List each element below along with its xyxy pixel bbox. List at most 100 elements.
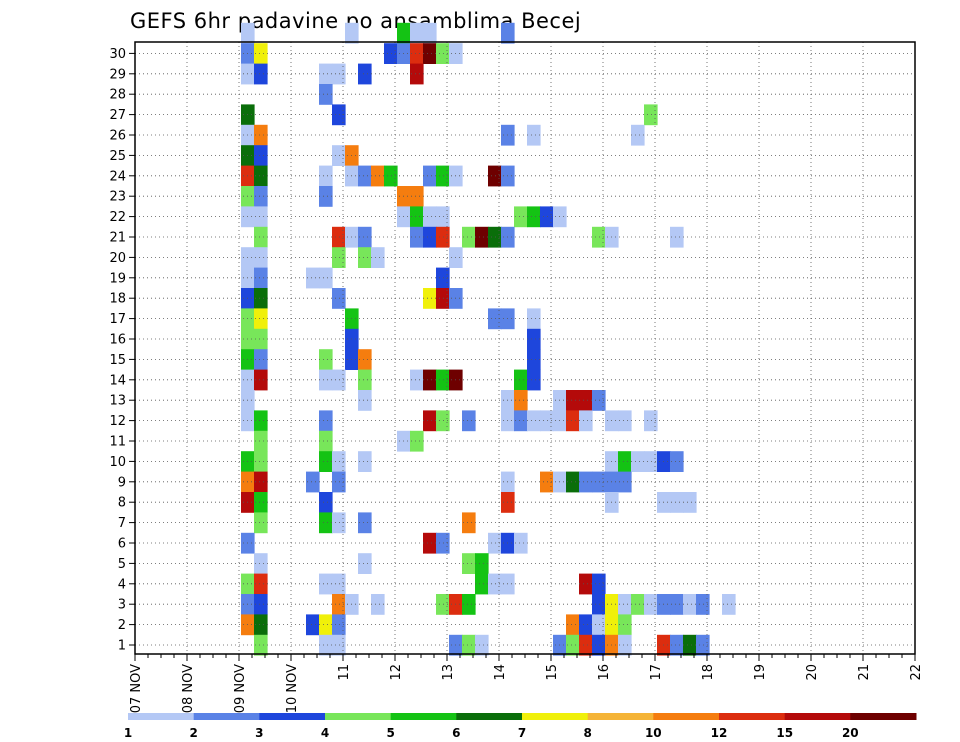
y-tick-label: 13 xyxy=(109,394,126,409)
precip-cell xyxy=(618,471,632,493)
precip-cell xyxy=(306,614,320,636)
precip-cell xyxy=(345,22,359,44)
precip-cell xyxy=(423,226,437,248)
precip-cell xyxy=(488,226,502,248)
colorbar-label: 2 xyxy=(190,726,198,740)
y-tick-label: 27 xyxy=(109,108,126,123)
precip-cell xyxy=(319,573,333,595)
precip-cell xyxy=(254,451,268,472)
precip-cell xyxy=(696,634,710,656)
precip-cell xyxy=(410,22,424,44)
precip-cell xyxy=(306,471,320,493)
precip-cell xyxy=(319,492,333,513)
precip-cell xyxy=(254,43,268,64)
y-tick-label: 4 xyxy=(118,577,126,592)
precip-cell xyxy=(475,634,489,656)
precip-cell xyxy=(462,594,476,615)
precip-cell xyxy=(566,410,580,432)
precip-cell xyxy=(358,349,372,370)
precip-cell xyxy=(475,553,489,574)
precip-cell xyxy=(371,165,385,187)
precip-cell xyxy=(423,369,437,391)
precip-cell xyxy=(592,594,606,615)
colorbar-label: 20 xyxy=(842,726,859,740)
precip-cell xyxy=(410,430,424,452)
colorbar: 1 2 3 4 5 6 7 8 10 12 15 20 xyxy=(124,713,917,740)
precip-cell xyxy=(631,451,645,472)
precip-cell xyxy=(592,226,606,248)
x-tick-label: 19 xyxy=(753,664,768,681)
precip-cell xyxy=(254,594,268,615)
precip-cell xyxy=(579,634,593,656)
precip-cell xyxy=(527,410,541,432)
precip-cell xyxy=(332,594,346,615)
precip-cell xyxy=(423,43,437,64)
x-tick-label: 07 NOV xyxy=(129,664,144,713)
y-tick-label: 11 xyxy=(109,435,126,450)
precip-cell xyxy=(514,369,528,391)
precip-cell xyxy=(358,512,372,534)
precip-cell xyxy=(384,165,398,187)
precip-cell xyxy=(397,22,411,44)
precip-cell xyxy=(254,247,268,268)
precip-cell xyxy=(423,206,437,228)
precip-cell xyxy=(514,390,528,411)
y-tick-label: 20 xyxy=(109,251,126,266)
y-tick-label: 25 xyxy=(109,149,126,164)
colorbar-swatch xyxy=(390,713,457,720)
precip-cell xyxy=(540,410,554,432)
precip-cell xyxy=(358,63,372,85)
precip-cell xyxy=(527,124,541,146)
precip-cell xyxy=(436,532,450,554)
precip-cell xyxy=(436,43,450,64)
precip-cell xyxy=(527,369,541,391)
precip-cell xyxy=(254,553,268,574)
precip-cell xyxy=(527,328,541,350)
precip-cell xyxy=(462,553,476,574)
precip-cell xyxy=(462,512,476,534)
x-tick-label: 17 xyxy=(649,664,664,681)
precip-cell xyxy=(358,390,372,411)
precip-cell xyxy=(436,369,450,391)
precip-cell xyxy=(462,634,476,656)
colorbar-swatch xyxy=(128,713,195,720)
colorbar-swatch xyxy=(719,713,786,720)
y-tick-label: 7 xyxy=(118,516,126,531)
precip-cell xyxy=(501,22,515,44)
precip-cell xyxy=(254,471,268,493)
precip-cell xyxy=(618,634,632,656)
colorbar-label: 10 xyxy=(645,726,662,740)
precip-cell xyxy=(566,614,580,636)
precip-cell xyxy=(436,594,450,615)
precip-cell xyxy=(254,573,268,595)
precip-cell xyxy=(254,410,268,432)
colorbar-swatch xyxy=(456,713,523,720)
precip-cell xyxy=(423,410,437,432)
y-tick-label: 24 xyxy=(109,169,126,184)
precip-cell xyxy=(592,471,606,493)
precip-cell xyxy=(332,634,346,656)
precip-cell xyxy=(371,594,385,615)
precip-cell xyxy=(670,451,684,472)
x-tick-label: 11 xyxy=(337,664,352,681)
precip-cell xyxy=(254,492,268,513)
precip-cell xyxy=(410,369,424,391)
precip-cell xyxy=(410,43,424,64)
precip-cell xyxy=(319,410,333,432)
colorbar-swatch xyxy=(784,713,851,720)
precip-cell xyxy=(254,328,268,350)
precip-cell xyxy=(332,226,346,248)
precip-cell xyxy=(410,186,424,207)
colorbar-label: 5 xyxy=(387,726,395,740)
precip-cell xyxy=(644,594,658,615)
precip-cell xyxy=(332,573,346,595)
precip-cell xyxy=(618,451,632,472)
precip-cell xyxy=(436,410,450,432)
precip-cell xyxy=(566,634,580,656)
precip-cell xyxy=(618,614,632,636)
precip-cell xyxy=(384,43,398,64)
y-tick-label: 15 xyxy=(109,353,126,368)
y-tick-label: 21 xyxy=(109,231,126,246)
y-tick-label: 6 xyxy=(118,537,126,552)
y-tick-label: 17 xyxy=(109,312,126,327)
